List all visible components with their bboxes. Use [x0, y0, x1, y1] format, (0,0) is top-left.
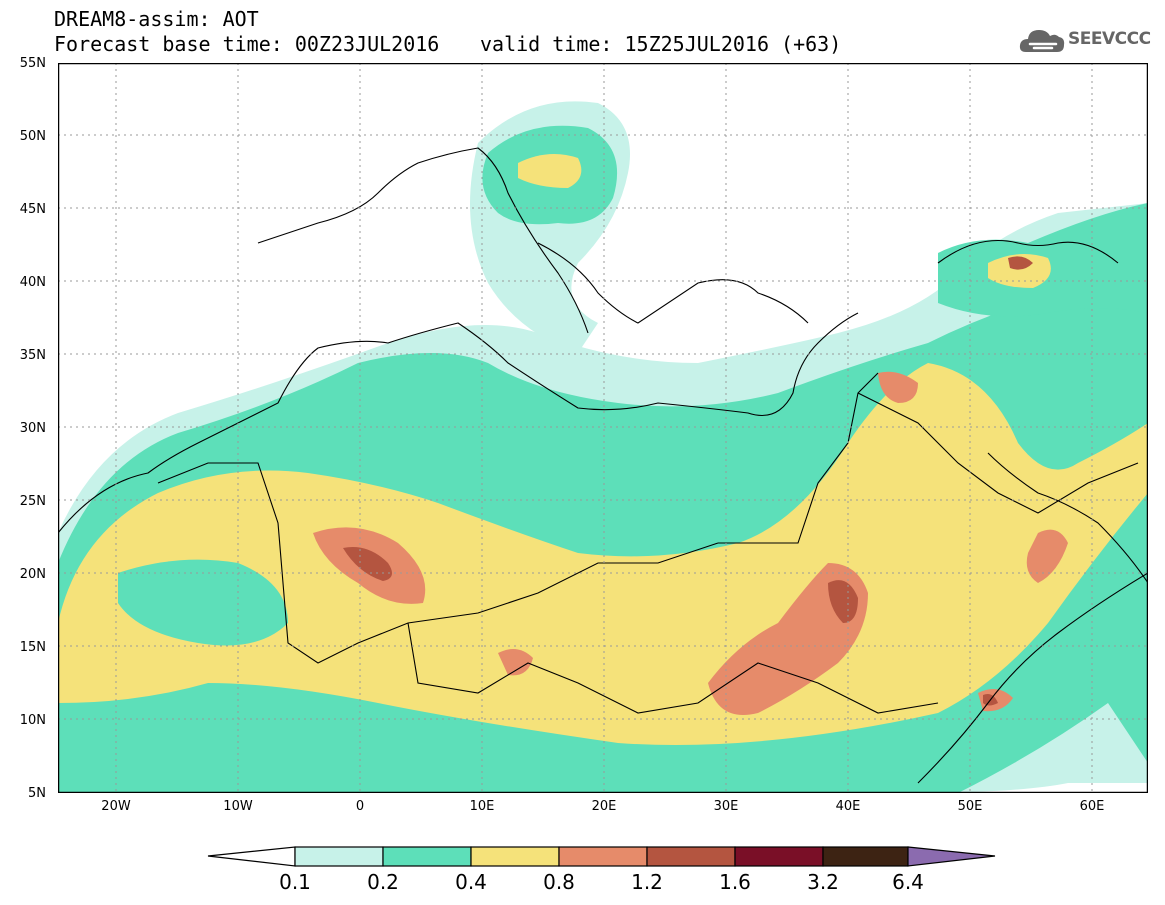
seevccc-logo: SEEVCCC [1018, 22, 1156, 58]
lat-label-20n: 20N [19, 567, 46, 582]
lon-label-10e: 10E [469, 799, 495, 814]
colorbar-over-arrow [907, 846, 996, 867]
colorbar-label-0.8: 0.8 [543, 870, 575, 894]
cloud-logo-icon [1019, 30, 1065, 52]
lat-label-5n: 5N [28, 786, 46, 801]
lat-label-50n: 50N [19, 129, 46, 144]
lon-label-50e: 50E [957, 799, 983, 814]
lon-label-40e: 40E [835, 799, 861, 814]
coastlines [58, 147, 1148, 784]
lat-label-15n: 15N [19, 640, 46, 655]
colorbar-label-0.2: 0.2 [367, 870, 399, 894]
colorbar-under-arrow [207, 846, 296, 867]
valid-time: valid time: 15Z25JUL2016 (+63) [480, 32, 842, 56]
aot-colorbar [207, 846, 996, 867]
lat-label-55n: 55N [19, 56, 46, 71]
lat-label-30n: 30N [19, 421, 46, 436]
lat-label-25n: 25N [19, 494, 46, 509]
aot-contour-1.2 [343, 547, 392, 581]
logo-text: SEEVCCC [1068, 29, 1151, 49]
graticule [58, 63, 1148, 793]
lon-label-20e: 20E [591, 799, 617, 814]
lon-label-60e: 60E [1079, 799, 1105, 814]
forecast-base-time: Forecast base time: 00Z23JUL2016 [54, 32, 440, 56]
colorbar-label-0.4: 0.4 [455, 870, 487, 894]
lon-label-20w: 20W [101, 799, 131, 814]
lon-label-10w: 10W [223, 799, 253, 814]
lat-label-10n: 10N [19, 713, 46, 728]
lat-label-40n: 40N [19, 275, 46, 290]
colorbar-segment-4 [558, 846, 648, 867]
colorbar-label-1.6: 1.6 [719, 870, 751, 894]
colorbar-segment-3 [470, 846, 560, 867]
colorbar-segment-7 [822, 846, 909, 867]
lon-label-0: 0 [355, 799, 365, 814]
lon-label-30e: 30E [713, 799, 739, 814]
colorbar-label-3.2: 3.2 [807, 870, 839, 894]
colorbar-label-1.2: 1.2 [631, 870, 663, 894]
map-title: DREAM8-assim: AOT [54, 7, 259, 31]
lat-label-45n: 45N [19, 202, 46, 217]
aot-map [58, 63, 1148, 793]
colorbar-label-6.4: 6.4 [892, 870, 924, 894]
colorbar-segment-5 [646, 846, 736, 867]
aot-contour-0.4 [58, 363, 1148, 745]
colorbar-label-0.1: 0.1 [279, 870, 311, 894]
map-border [58, 63, 1148, 793]
lat-label-35n: 35N [19, 348, 46, 363]
colorbar-segment-6 [734, 846, 824, 867]
colorbar-segment-1 [294, 846, 384, 867]
colorbar-segment-2 [382, 846, 472, 867]
